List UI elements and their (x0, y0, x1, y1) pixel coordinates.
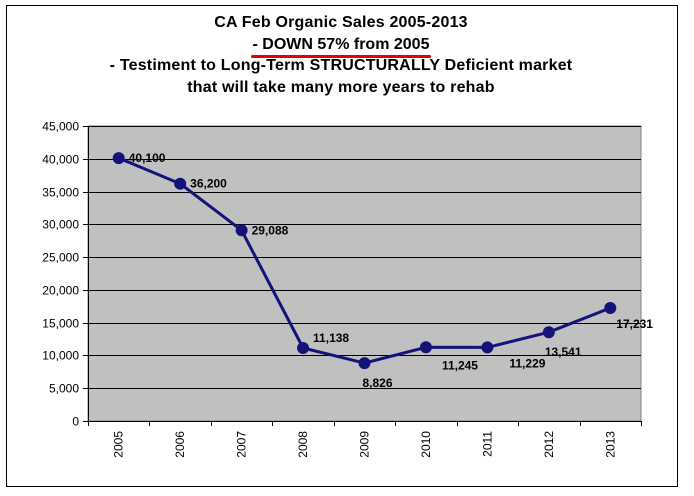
x-tick-label: 2005 (112, 431, 126, 458)
title-red-underline (250, 55, 432, 58)
y-tick-label: 25,000 (42, 251, 79, 265)
x-tick-label: 2010 (419, 431, 433, 458)
y-tick-label: 40,000 (42, 153, 79, 167)
y-tick-label: 35,000 (42, 186, 79, 200)
chart-title-line-2: - DOWN 57% from 2005 (250, 34, 432, 58)
data-label: 40,100 (129, 151, 166, 165)
data-label: 36,200 (190, 177, 227, 191)
y-tick-label: 0 (72, 415, 79, 429)
data-label: 11,229 (509, 356, 545, 370)
data-point-marker (174, 177, 187, 190)
data-point-marker (419, 341, 432, 354)
x-tick-label: 2006 (173, 431, 187, 458)
y-tick-label: 20,000 (42, 284, 79, 298)
plot-area (87, 125, 642, 422)
x-tick-label: 2012 (542, 431, 556, 458)
y-tick-label: 15,000 (42, 317, 79, 331)
data-labels: 40,100 36,200 29,088 11,138 8,826 11,245 11,22… (129, 151, 654, 390)
chart-title-line-3: - Testiment to Long-Term STRUCTURALLY De… (109, 57, 573, 74)
data-point-marker (542, 326, 555, 339)
y-axis: 0 5,000 10,000 15,000 20,000 25,000 30,000 35,0… (42, 120, 89, 429)
grid-lines (88, 126, 641, 389)
chart-title: CA Feb Organic Sales 2005-2013 - DOWN 57… (6, 12, 676, 99)
y-tick-label: 10,000 (42, 349, 79, 363)
data-point-marker (112, 152, 125, 165)
x-tick-label: 2011 (480, 431, 494, 457)
x-tick-label: 2008 (296, 431, 310, 458)
y-tick-label: 5,000 (49, 382, 79, 396)
y-tick-label: 30,000 (42, 218, 79, 232)
chart-title-line-2-text: - DOWN 57% from 2005 (252, 36, 430, 53)
data-label: 29,088 (252, 223, 289, 237)
chart-title-line-1: CA Feb Organic Sales 2005-2013 (214, 14, 468, 31)
data-label: 11,245 (442, 358, 478, 372)
y-tick-label: 45,000 (42, 120, 79, 134)
chart-title-line-4: that will take many more years to rehab (187, 79, 495, 96)
plot-background (87, 125, 642, 422)
data-point-marker (358, 357, 371, 370)
data-label: 8,826 (363, 376, 393, 390)
x-tick-label: 2013 (603, 431, 617, 458)
data-point-marker (604, 302, 617, 315)
x-tick-label: 2009 (358, 431, 372, 458)
data-label: 17,231 (616, 317, 653, 331)
data-label: 13,541 (545, 345, 582, 359)
x-tick-label: 2007 (235, 431, 249, 458)
data-point-marker (481, 341, 494, 354)
series-markers (112, 152, 617, 370)
data-point-marker (235, 224, 248, 237)
data-label: 11,138 (313, 331, 349, 345)
data-point-marker (297, 341, 310, 354)
x-axis: 2005 2006 2007 2008 2009 2010 2011 2012 2013 (88, 421, 642, 458)
